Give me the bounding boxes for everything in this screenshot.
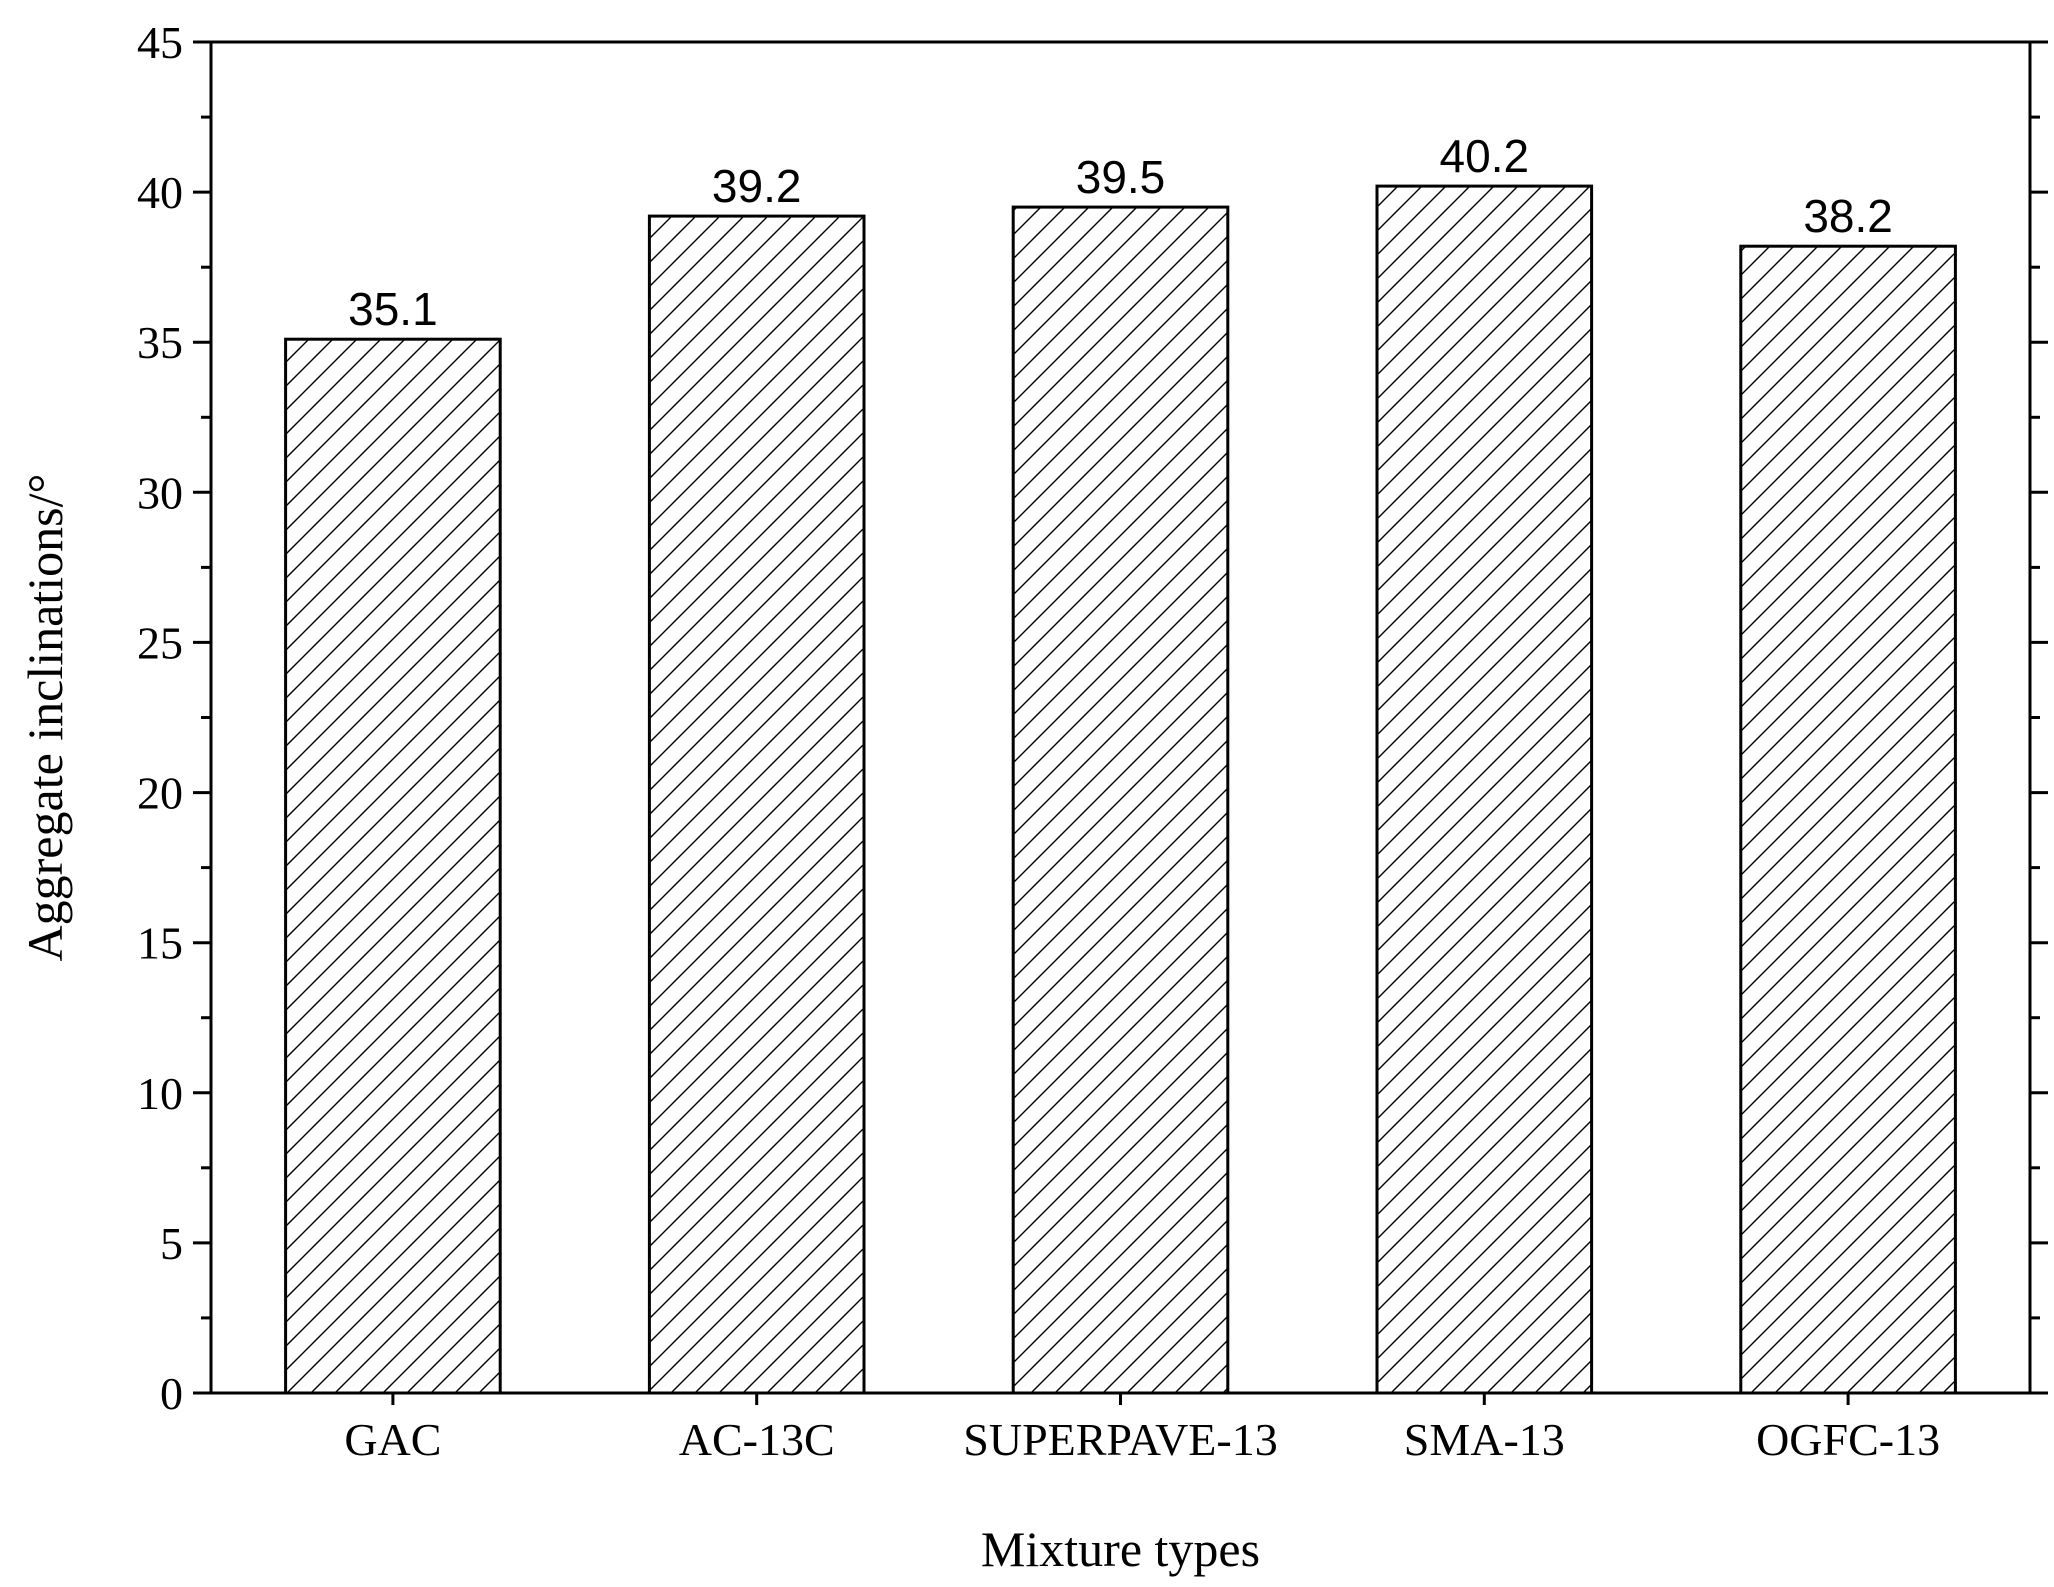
bars-layer bbox=[284, 184, 1957, 1395]
data-label-superpave-13: 39.5 bbox=[1076, 151, 1166, 203]
bar-gac bbox=[284, 337, 502, 1395]
y-tick-label-40: 40 bbox=[137, 167, 183, 218]
data-label-gac: 35.1 bbox=[348, 283, 438, 335]
data-label-sma-13: 40.2 bbox=[1440, 130, 1530, 182]
x-tick-label-sma-13: SMA-13 bbox=[1404, 1414, 1565, 1465]
bar-sma-13 bbox=[1375, 184, 1594, 1395]
data-label-ogfc-13: 38.2 bbox=[1803, 190, 1893, 242]
y-tick-label-20: 20 bbox=[137, 768, 183, 819]
bar-ogfc-13 bbox=[1739, 244, 1957, 1395]
y-tick-label-5: 5 bbox=[160, 1218, 183, 1269]
x-tick-label-superpave-13: SUPERPAVE-13 bbox=[963, 1414, 1277, 1465]
y-tick-label-35: 35 bbox=[137, 317, 183, 368]
x-axis: GAC AC-13C SUPERPAVE-13 SMA-13 OGFC-13 bbox=[344, 1393, 1940, 1465]
data-labels-layer: 35.1 39.2 39.5 40.2 38.2 bbox=[348, 130, 1893, 335]
y-tick-label-25: 25 bbox=[137, 617, 183, 668]
data-label-ac-13c: 39.2 bbox=[712, 160, 802, 212]
bar-superpave-13 bbox=[1011, 205, 1230, 1395]
y-tick-label-15: 15 bbox=[137, 918, 183, 969]
y-axis: 0 5 10 15 20 25 30 35 40 45 bbox=[137, 17, 2048, 1419]
y-tick-label-10: 10 bbox=[137, 1068, 183, 1119]
y-tick-label-45: 45 bbox=[137, 17, 183, 68]
y-axis-title: Aggregate inclinations/° bbox=[17, 474, 73, 962]
y-tick-label-30: 30 bbox=[137, 467, 183, 518]
bar-ac-13c bbox=[647, 214, 866, 1395]
x-tick-label-ogfc-13: OGFC-13 bbox=[1756, 1414, 1940, 1465]
y-tick-label-0: 0 bbox=[160, 1368, 183, 1419]
x-axis-title: Mixture types bbox=[981, 1521, 1260, 1577]
x-tick-label-ac-13c: AC-13C bbox=[679, 1414, 835, 1465]
x-tick-label-gac: GAC bbox=[344, 1414, 441, 1465]
